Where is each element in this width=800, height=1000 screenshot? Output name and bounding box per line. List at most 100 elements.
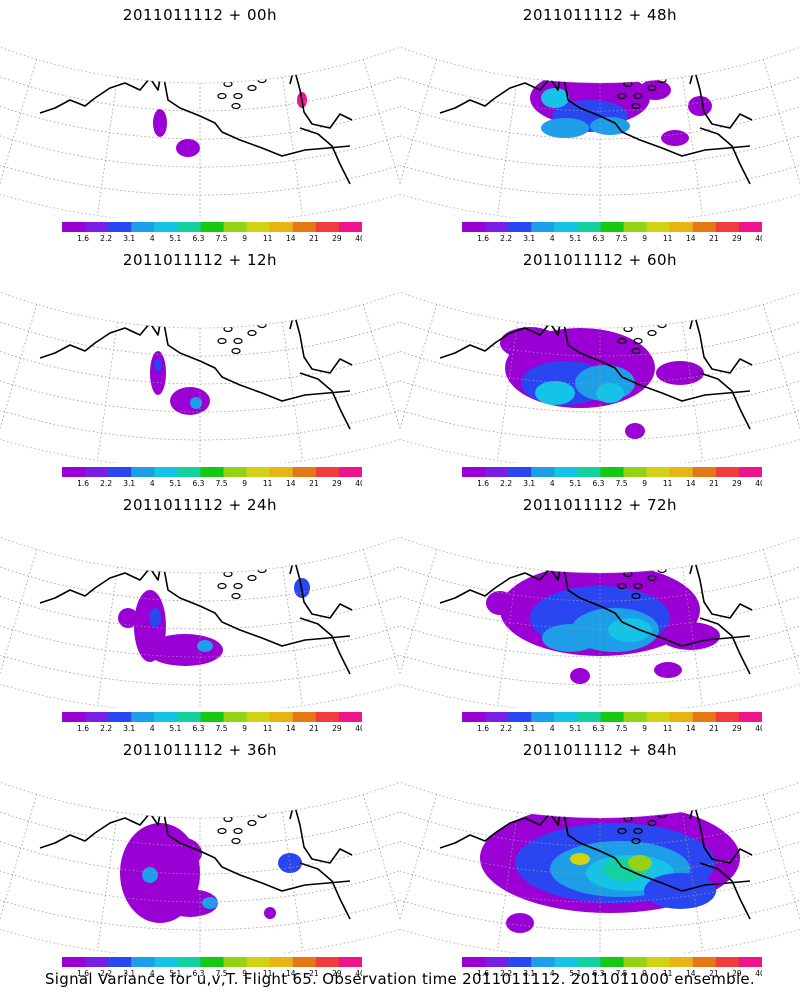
colorbar-swatch [246, 222, 271, 232]
colorbar-swatch [531, 222, 555, 232]
variance-map [400, 273, 800, 463]
colorbar-label: 29 [332, 234, 342, 242]
colorbar-label: 6.3 [192, 234, 204, 242]
colorbar-swatch [462, 957, 486, 967]
colorbar-label: 6.3 [192, 969, 204, 977]
panel-title: 2011011112 + 12h [122, 251, 278, 269]
colorbar-label: 2.2 [500, 234, 512, 242]
figure-caption: Signal Variance for u,v,T. Flight 65. Ob… [44, 970, 756, 988]
colorbar-label: 5.1 [569, 479, 581, 487]
colorbar-label: 11 [263, 724, 273, 732]
colorbar-swatch [554, 222, 578, 232]
longitude-gridline [762, 304, 800, 439]
colorbar-swatch [554, 467, 578, 477]
island-outline [217, 92, 227, 100]
variance-contour [170, 387, 210, 415]
colorbar-label: 14 [686, 969, 696, 977]
colorbar-label: 14 [286, 969, 296, 977]
longitude-gridline [682, 811, 703, 951]
colorbar-label: 7.5 [216, 234, 228, 242]
island-outline [617, 92, 627, 100]
colorbar-swatch [246, 467, 271, 477]
colorbar-label: 29 [332, 479, 342, 487]
colorbar-label: 1.6 [477, 969, 489, 977]
colorbar-label: 6.3 [592, 479, 604, 487]
coastline [439, 557, 751, 647]
longitude-gridline [0, 304, 38, 439]
variance-map [0, 28, 400, 218]
coastline [299, 127, 351, 185]
colorbar-label: 40 [755, 724, 762, 732]
colorbar-swatch [508, 712, 532, 722]
map-panel: 2011011112 + 84h 1.6 2.2 3.1 4 5.1 6.3 7.5 9 11 14… [400, 735, 800, 980]
colorbar-label: 5.1 [169, 234, 181, 242]
variance-contour [596, 383, 624, 403]
longitude-gridline [97, 321, 118, 461]
longitude-gridline [400, 794, 438, 929]
island-outline [233, 92, 243, 100]
colorbar-swatch [669, 957, 694, 967]
colorbar-swatch [177, 467, 201, 477]
colorbar-swatch [508, 222, 532, 232]
longitude-gridline [282, 566, 303, 706]
longitude-gridline [0, 59, 38, 194]
colorbar-swatch [200, 712, 225, 722]
colorbar-swatch [577, 712, 601, 722]
longitude-gridline [97, 76, 118, 216]
coastline [439, 312, 751, 402]
coastline [299, 617, 351, 675]
coastline [299, 862, 351, 920]
colorbar-label: 2.2 [100, 969, 112, 977]
colorbar-label: 1.6 [477, 724, 489, 732]
colorbar-label: 5.1 [569, 724, 581, 732]
colorbar: 1.6 2.2 3.1 4 5.1 6.3 7.5 9 11 14 21 29 40 [462, 712, 762, 732]
island-outline [633, 337, 643, 345]
colorbar-label: 40 [755, 969, 762, 977]
colorbar: 1.6 2.2 3.1 4 5.1 6.3 7.5 9 11 14 21 29 40 [62, 467, 362, 487]
colorbar: 1.6 2.2 3.1 4 5.1 6.3 7.5 9 11 14 21 29 40 [62, 712, 362, 732]
longitude-gridline [282, 76, 303, 216]
colorbar-label: 9 [642, 969, 647, 977]
colorbar-swatch [531, 957, 555, 967]
island-outline [237, 807, 247, 815]
colorbar-swatch [531, 467, 555, 477]
variance-contour [158, 837, 202, 869]
variance-contour [149, 608, 161, 628]
colorbar-label: 4 [150, 234, 155, 242]
colorbar-label: 21 [309, 479, 319, 487]
map-border [0, 291, 400, 463]
island-outline [233, 337, 243, 345]
island-outline [631, 837, 641, 845]
colorbar-label: 29 [332, 724, 342, 732]
colorbar-label: 3.1 [523, 969, 535, 977]
map-border [400, 781, 800, 953]
colorbar-swatch [692, 222, 717, 232]
colorbar-swatch [577, 467, 601, 477]
colorbar-label: 7.5 [216, 479, 228, 487]
longitude-gridline [362, 304, 400, 439]
colorbar-label: 21 [709, 479, 719, 487]
island-outline [637, 562, 647, 570]
variance-contour [197, 640, 213, 652]
colorbar-swatch [269, 467, 294, 477]
colorbar-label: 4 [550, 479, 555, 487]
colorbar-label: 21 [309, 234, 319, 242]
colorbar-swatch [338, 222, 362, 232]
colorbar-label: 14 [286, 479, 296, 487]
island-outline [631, 102, 641, 110]
latitude-gridline [0, 763, 400, 847]
map-panel: 2011011112 + 24h 1.6 2.2 3.1 4 5.1 6.3 7.5 9 11 14… [0, 490, 400, 735]
colorbar: 1.6 2.2 3.1 4 5.1 6.3 7.5 9 11 14 21 29 40 [462, 957, 762, 977]
variance-contour [625, 423, 645, 439]
colorbar-swatch [600, 467, 625, 477]
colorbar-swatch [692, 712, 717, 722]
colorbar-label: 14 [686, 479, 696, 487]
colorbar: 1.6 2.2 3.1 4 5.1 6.3 7.5 9 11 14 21 29 40 [462, 222, 762, 242]
longitude-gridline [362, 549, 400, 684]
variance-contour [660, 622, 720, 650]
colorbar-label: 6.3 [592, 234, 604, 242]
panel-title: 2011011112 + 72h [522, 496, 678, 514]
island-outline [631, 592, 641, 600]
colorbar-label: 4 [550, 724, 555, 732]
colorbar-label: 14 [686, 724, 696, 732]
